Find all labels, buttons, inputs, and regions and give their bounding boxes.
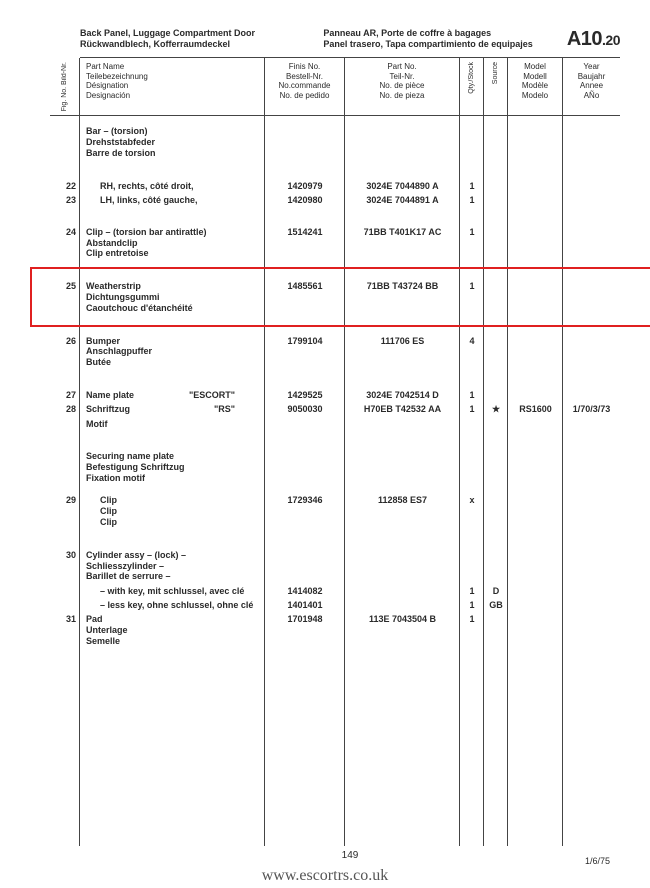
col-fig-header: Fig. No. Bild-Nr. xyxy=(50,58,80,115)
page-code: A10.20 xyxy=(567,28,620,53)
table-row: 23LH, links, côté gauche,14209803024E 70… xyxy=(50,193,620,207)
col-name-header: Part Name Teilebezeichnung Désignation D… xyxy=(80,58,265,115)
table-row: 31PadUnterlageSemelle1701948113E 7043504… xyxy=(50,612,620,648)
table-row: 29ClipClipClip1729346112858 ES7x xyxy=(50,493,620,529)
col-partno-header: Part No. Teil-Nr. No. de pièce No. de pi… xyxy=(345,58,460,115)
title-de: Rückwandblech, Kofferraumdeckel xyxy=(80,39,323,50)
watermark: www.escortrs.co.uk xyxy=(30,867,620,885)
col-qty-header: Qty./Stock xyxy=(460,58,484,115)
table-row: – less key, ohne schlussel, ohne clé1401… xyxy=(50,598,620,612)
title-right: Panneau AR, Porte de coffre à bagages Pa… xyxy=(323,28,566,53)
col-model-header: Model Modell Modèle Modelo xyxy=(508,58,563,115)
table-row: 30Cylinder assy – (lock) –Schliesszylind… xyxy=(50,548,620,584)
column-headers: Fig. No. Bild-Nr. Part Name Teilebezeich… xyxy=(50,58,620,116)
table-row: – with key, mit schlussel, avec clé14140… xyxy=(50,584,620,598)
table-row: 24Clip – (torsion bar antirattle)Abstand… xyxy=(50,225,620,261)
page-number: 149 xyxy=(80,850,620,861)
page-code-main: A10 xyxy=(567,28,602,50)
table-row: Motif xyxy=(50,417,620,431)
rows-container: Bar – (torsion)DrehststabfederBarre de t… xyxy=(50,116,620,648)
parts-catalog-page: Back Panel, Luggage Compartment Door Rüc… xyxy=(0,0,650,888)
col-finis-header: Finis No. Bestell-Nr. No.commande No. de… xyxy=(265,58,345,115)
title-es: Panel trasero, Tapa compartimiento de eq… xyxy=(323,39,566,50)
title-left: Back Panel, Luggage Compartment Door Rüc… xyxy=(80,28,323,53)
table-row: 27Name plate"ESCORT"14295253024E 7042514… xyxy=(50,388,620,402)
table-row: Securing name plateBefestigung Schriftzu… xyxy=(50,449,620,485)
table-body: Bar – (torsion)DrehststabfederBarre de t… xyxy=(50,116,620,846)
table-row: 22RH, rechts, côté droit,14209793024E 70… xyxy=(50,179,620,193)
table-row: 28Schriftzug"RS"9050030H70EB T42532 AA1★… xyxy=(50,402,620,417)
title-fr: Panneau AR, Porte de coffre à bagages xyxy=(323,28,566,39)
footer-date: 1/6/75 xyxy=(585,856,610,866)
page-header: Back Panel, Luggage Compartment Door Rüc… xyxy=(80,28,620,58)
title-en: Back Panel, Luggage Compartment Door xyxy=(80,28,323,39)
table-row: 25WeatherstripDichtungsgummiCaoutchouc d… xyxy=(50,279,620,315)
col-source-header: Source xyxy=(484,58,508,115)
page-code-sub: .20 xyxy=(602,32,620,48)
table-row: 26BumperAnschlagpufferButée1799104111706… xyxy=(50,334,620,370)
table-row: Bar – (torsion)DrehststabfederBarre de t… xyxy=(50,124,620,160)
col-year-header: Year Baujahr Annee AÑo xyxy=(563,58,620,115)
